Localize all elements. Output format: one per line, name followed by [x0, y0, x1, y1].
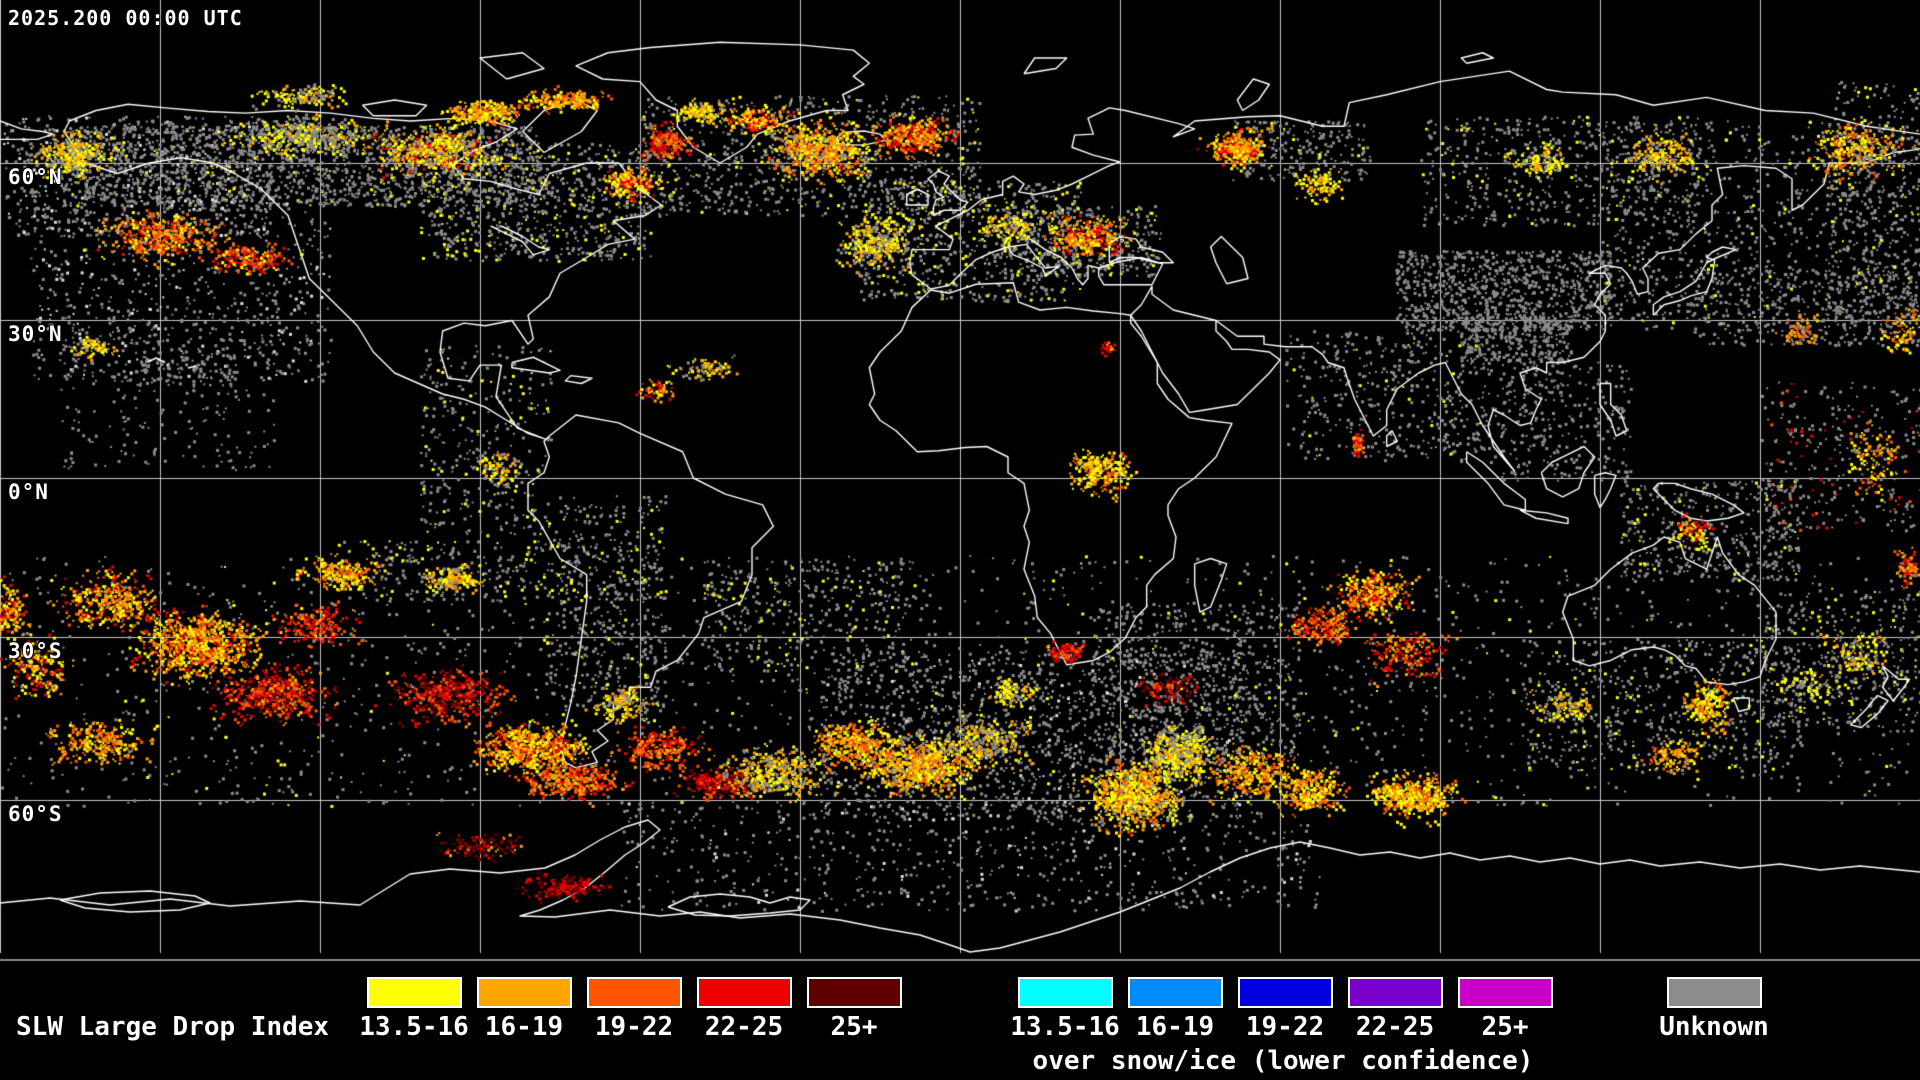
lat-label-4: 60°S	[8, 802, 63, 826]
legend-snow-label-2: 19-22	[1245, 1012, 1325, 1042]
legend-snow-swatch-2	[1238, 977, 1333, 1008]
legend-primary-label-3: 22-25	[704, 1012, 784, 1042]
legend-snow-swatch-0	[1018, 977, 1113, 1008]
legend-primary-title: SLW Large Drop Index	[16, 1012, 330, 1042]
legend-snow-swatch-4	[1458, 977, 1553, 1008]
legend-unknown-label-0: Unknown	[1659, 1012, 1769, 1042]
legend-primary-swatch-0	[367, 977, 462, 1008]
legend-primary-swatch-1	[477, 977, 572, 1008]
lat-label-3: 30°S	[8, 639, 63, 663]
legend-snow-label-0: 13.5-16	[1010, 1012, 1120, 1042]
legend-primary-label-0: 13.5-16	[359, 1012, 469, 1042]
legend-primary-swatch-2	[587, 977, 682, 1008]
legend-snow-swatch-3	[1348, 977, 1443, 1008]
lat-label-1: 30°N	[8, 322, 63, 346]
lat-label-0: 60°N	[8, 165, 63, 189]
legend-primary-swatch-3	[697, 977, 792, 1008]
legend-primary-swatch-4	[807, 977, 902, 1008]
legend-unknown-swatch-0	[1667, 977, 1762, 1008]
legend-snow-swatch-1	[1128, 977, 1223, 1008]
legend-primary-label-2: 19-22	[594, 1012, 674, 1042]
lat-label-2: 0°N	[8, 480, 49, 504]
legend-snow-label-1: 16-19	[1135, 1012, 1215, 1042]
timestamp-label: 2025.200 00:00 UTC	[8, 6, 243, 30]
legend-snow-label-3: 22-25	[1355, 1012, 1435, 1042]
legend-snow-caption: over snow/ice (lower confidence)	[1032, 1046, 1534, 1076]
legend-snow-label-4: 25+	[1481, 1012, 1529, 1042]
legend-primary-label-4: 25+	[830, 1012, 878, 1042]
legend-primary-label-1: 16-19	[484, 1012, 564, 1042]
